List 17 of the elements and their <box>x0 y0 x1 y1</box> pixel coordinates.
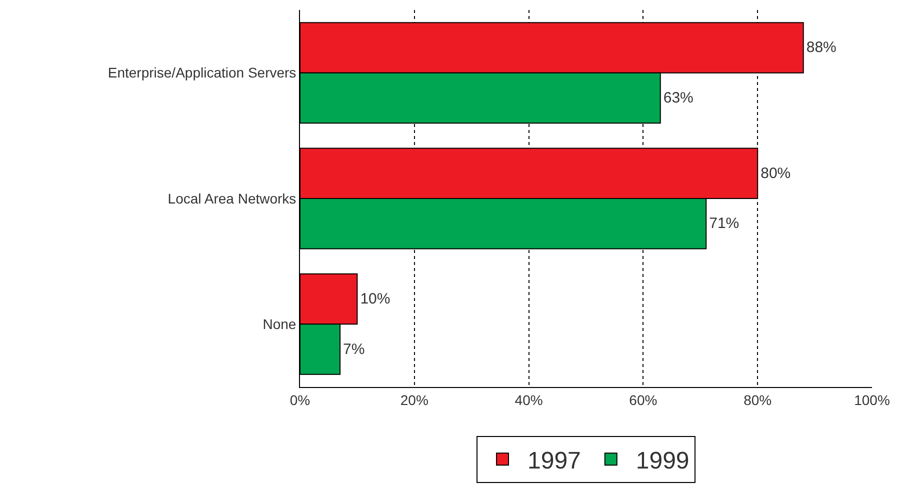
y-tick-label: Local Area Networks <box>168 190 296 206</box>
legend-label: 1997 <box>528 447 581 474</box>
data-label: 88% <box>806 39 836 56</box>
legend-label: 1999 <box>636 447 690 474</box>
data-label: 63% <box>663 89 694 106</box>
data-label: 80% <box>760 164 791 182</box>
x-tick-label: 0% <box>290 392 310 408</box>
x-tick-label: 20% <box>400 392 428 408</box>
x-tick-label: 80% <box>744 392 772 408</box>
x-tick-label: 100% <box>854 392 890 408</box>
x-tick-label: 40% <box>514 392 543 408</box>
x-tick-label: 60% <box>629 392 658 408</box>
data-label: 10% <box>360 290 390 308</box>
data-label: 71% <box>709 215 740 232</box>
data-label: 7% <box>343 340 365 358</box>
y-tick-label: Enterprise/Application Servers <box>108 64 296 81</box>
y-tick-label: None <box>262 316 296 332</box>
